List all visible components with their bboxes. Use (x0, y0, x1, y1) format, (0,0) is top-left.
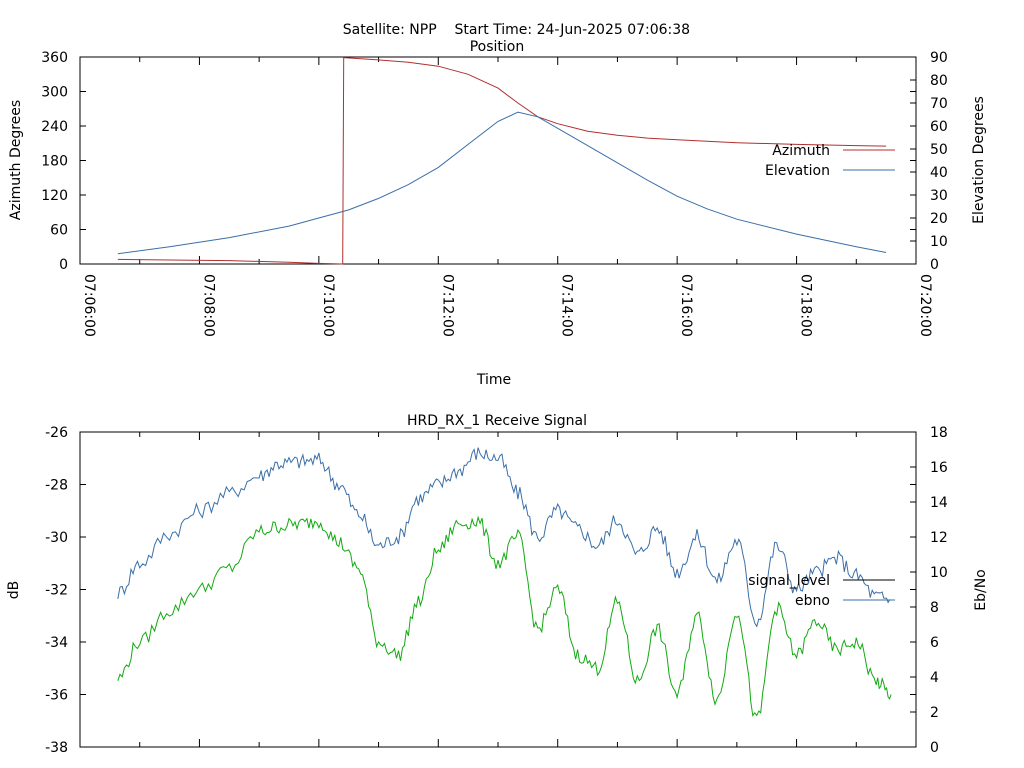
satellite-label: Satellite: NPP (342, 22, 437, 38)
receive-plot-frame (79, 431, 917, 748)
right-tick-label: 18 (930, 425, 948, 441)
series-line-ebno (117, 447, 892, 628)
right-tick-label: 0 (930, 257, 939, 273)
right-tick-label: 40 (930, 165, 948, 181)
ebno-axis-label: Eb/No (973, 569, 989, 611)
receive-signal-chart-title: HRD_RX_1 Receive Signal (407, 413, 587, 429)
ebno-axis-ticks: 0 2 4 6 8 10 12 14 16 18 (910, 425, 948, 756)
position-chart-title: Position (470, 39, 525, 55)
right-tick-label: 6 (930, 635, 939, 651)
right-tick-label: 14 (930, 495, 948, 511)
right-tick-label: 16 (930, 460, 948, 476)
left-tick-label: 240 (41, 119, 68, 135)
time-tick-label: 07:08:00 (200, 274, 216, 337)
right-tick-label: 20 (930, 211, 948, 227)
left-tick-label: 360 (41, 50, 68, 66)
start-time-label: Start Time: 24-Jun-2025 07:06:38 (454, 22, 691, 38)
right-tick-label: 10 (930, 234, 948, 250)
left-tick-label: -32 (45, 583, 68, 599)
time-tick-label: 07:20:00 (917, 274, 933, 337)
left-tick-label: 300 (41, 85, 68, 101)
position-legend: Azimuth Elevation (765, 143, 895, 179)
legend-label-Azimuth: Azimuth (772, 143, 830, 159)
figure-header: Satellite: NPP Start Time: 24-Jun-2025 0… (0, 6, 1024, 38)
receive-signal-chart: HRD_RX_1 Receive Signal -38-36-34-32-30-… (6, 413, 989, 756)
left-tick-label: 60 (50, 223, 68, 239)
series-line-signal-level-trace (117, 515, 892, 717)
position-chart: Position 0 60 120 180 240 300 360 0 10 20 30 40 50 6… (8, 39, 987, 388)
time-tick-label: 07:14:00 (559, 274, 575, 337)
time-axis-ticks: 07:06:00 07:08:00 07:10:00 07:12:00 07:14:00… (79, 57, 933, 337)
right-tick-label: 4 (930, 670, 939, 686)
left-tick-label: 0 (59, 257, 68, 273)
left-tick-label: 120 (41, 188, 68, 204)
left-tick-label: -34 (45, 635, 68, 651)
azimuth-axis-label: Azimuth Degrees (8, 100, 24, 220)
receive-series (117, 447, 892, 717)
legend-label-ebno: ebno (795, 593, 830, 609)
time-tick-label: 07:10:00 (320, 274, 336, 337)
right-tick-label: 70 (930, 96, 948, 112)
time-tick-label: 07:18:00 (798, 274, 814, 337)
time-axis-label: Time (476, 372, 511, 388)
position-series (117, 57, 887, 265)
time-tick-label: 07:16:00 (678, 274, 694, 337)
left-tick-label: -36 (45, 688, 68, 704)
left-tick-label: -28 (45, 478, 68, 494)
receive-time-ticks (79, 432, 917, 747)
right-tick-label: 0 (930, 740, 939, 756)
right-tick-label: 10 (930, 565, 948, 581)
time-tick-label: 07:06:00 (81, 274, 97, 337)
right-tick-label: 50 (930, 142, 948, 158)
time-tick-label: 07:12:00 (439, 274, 455, 337)
left-tick-label: 180 (41, 154, 68, 170)
azimuth-axis-ticks: 0 60 120 180 240 300 360 (41, 50, 916, 273)
right-tick-label: 60 (930, 119, 948, 135)
right-tick-label: 90 (930, 50, 948, 66)
series-line-Azimuth (117, 57, 887, 265)
right-tick-label: 30 (930, 188, 948, 204)
legend-label-signal-level: signal_level (748, 573, 830, 589)
legend-label-Elevation: Elevation (765, 163, 830, 179)
elevation-axis-ticks: 0 10 20 30 40 50 60 70 80 90 (910, 50, 948, 273)
right-tick-label: 80 (930, 73, 948, 89)
right-tick-label: 12 (930, 530, 948, 546)
db-axis-label: dB (6, 581, 22, 600)
elevation-axis-label: Elevation Degrees (971, 96, 987, 224)
left-tick-label: -38 (45, 740, 68, 756)
right-tick-label: 8 (930, 600, 939, 616)
series-line-Elevation (117, 111, 887, 255)
left-tick-label: -26 (45, 425, 68, 441)
left-tick-label: -30 (45, 530, 68, 546)
db-axis-ticks: -38 -36 -34 -32 -30 -28 -26 (45, 425, 916, 756)
right-tick-label: 2 (930, 705, 939, 721)
